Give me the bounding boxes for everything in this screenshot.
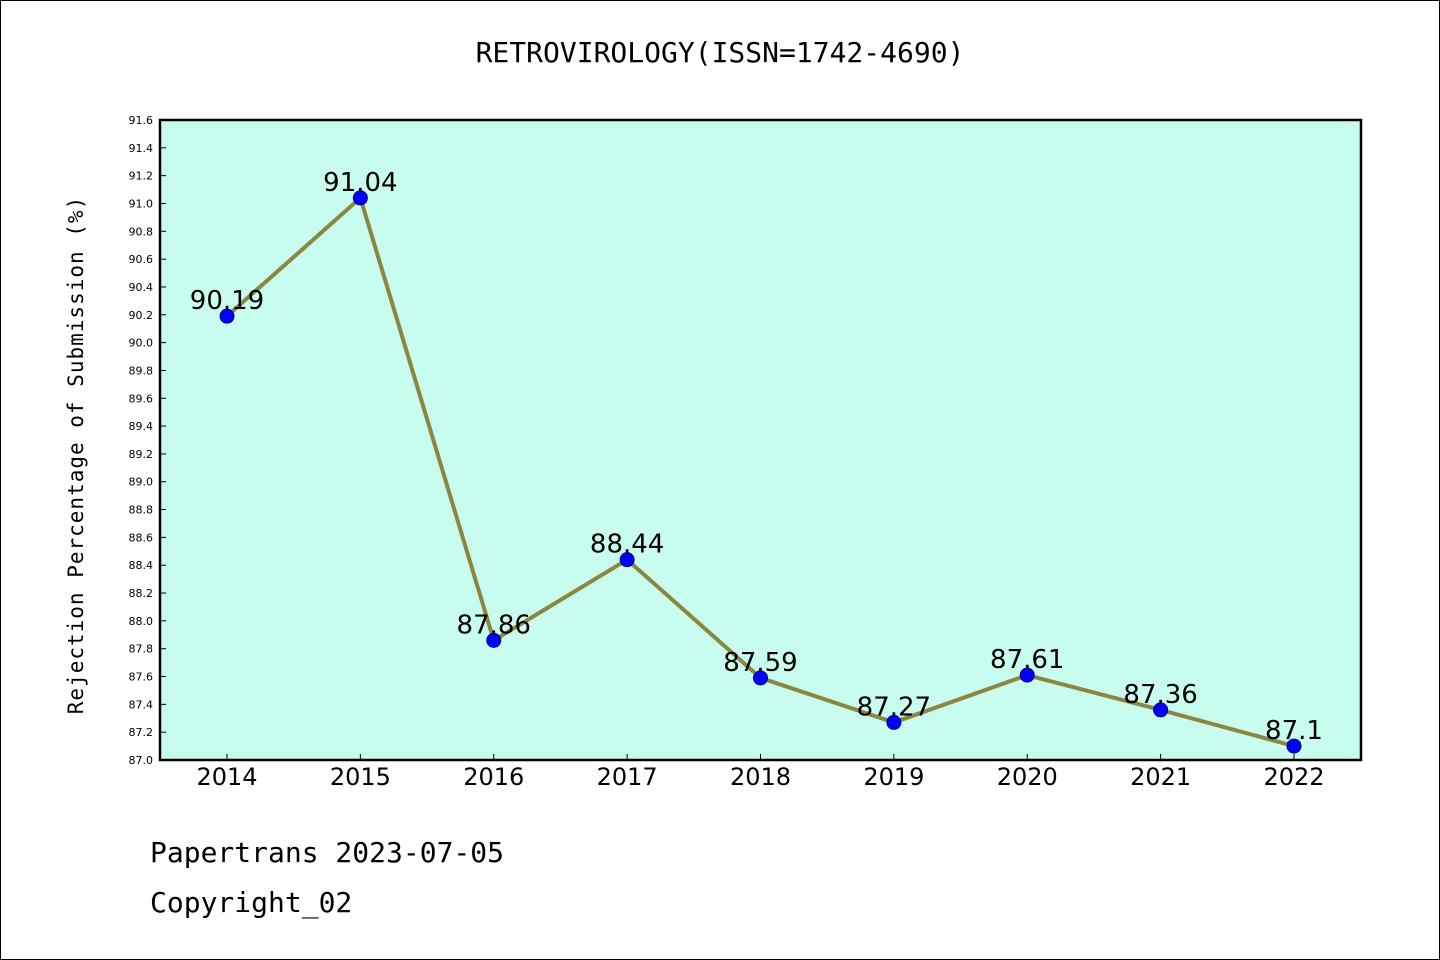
y-tick-label: 88.4	[129, 559, 154, 572]
x-tick-label: 2016	[463, 763, 524, 791]
y-tick-label: 90.8	[129, 225, 154, 238]
y-tick-label: 88.8	[129, 504, 154, 517]
data-point-marker	[1153, 702, 1169, 718]
data-label: 87.61	[990, 645, 1064, 675]
x-tick-label: 2019	[863, 763, 924, 791]
data-label: 90.19	[190, 286, 264, 316]
y-tick-label: 90.0	[129, 337, 154, 350]
data-point-marker	[1019, 667, 1035, 683]
y-tick-label: 89.8	[129, 364, 154, 377]
y-tick-label: 89.2	[129, 448, 154, 461]
y-tick-label: 91.6	[129, 114, 154, 127]
data-point-marker	[886, 714, 902, 730]
plot-area	[160, 120, 1361, 760]
data-point-marker	[619, 552, 635, 568]
x-tick-label: 2021	[1130, 763, 1191, 791]
data-point-marker	[1286, 738, 1302, 754]
data-point-marker	[486, 632, 502, 648]
y-tick-label: 89.6	[129, 392, 154, 405]
y-tick-label: 90.6	[129, 253, 154, 266]
x-tick-label: 2020	[997, 763, 1058, 791]
y-tick-label: 87.0	[129, 754, 154, 767]
x-tick-label: 2014	[196, 763, 257, 791]
data-label: 87.59	[723, 648, 797, 678]
marker-layer	[219, 190, 1302, 754]
data-point-marker	[219, 308, 235, 324]
footer-date: Papertrans 2023-07-05	[150, 836, 505, 869]
data-label: 87.86	[457, 610, 531, 640]
data-label: 87.36	[1123, 680, 1197, 710]
data-label: 87.27	[857, 692, 931, 722]
y-axis-ticks: 87.0 87.2 87.4 87.6 87.8 88.0 88.2 88.4 88.6 88.8…	[129, 114, 166, 767]
x-tick-label: 2022	[1263, 763, 1324, 791]
data-label: 88.44	[590, 530, 664, 560]
y-tick-label: 89.4	[129, 420, 154, 433]
y-tick-label: 91.2	[129, 170, 154, 183]
y-tick-label: 89.0	[129, 476, 154, 489]
y-tick-label: 87.8	[129, 643, 154, 656]
y-tick-label: 88.2	[129, 587, 154, 600]
y-tick-label: 91.4	[129, 142, 154, 155]
x-axis-ticks: 2014 2015 2016 2017 2018 2019 2020 2021 2022	[196, 754, 1325, 791]
y-tick-label: 87.6	[129, 671, 154, 684]
data-label-layer: 90.19 91.04 87.86 88.44 87.59 87.27 87.61 87.36…	[190, 168, 1323, 746]
y-tick-label: 88.0	[129, 615, 154, 628]
data-point-marker	[352, 190, 368, 206]
data-label: 87.1	[1265, 716, 1323, 746]
y-tick-label: 88.6	[129, 531, 154, 544]
chart-title: RETROVIROLOGY(ISSN=1742-4690)	[475, 36, 965, 69]
x-tick-label: 2015	[330, 763, 391, 791]
data-label: 91.04	[323, 168, 397, 198]
y-tick-label: 91.0	[129, 197, 154, 210]
y-tick-label: 87.2	[129, 726, 154, 739]
x-tick-label: 2017	[597, 763, 658, 791]
y-tick-label: 90.4	[129, 281, 154, 294]
data-point-marker	[753, 670, 768, 686]
footer-copyright: Copyright_02	[150, 886, 353, 919]
y-tick-label: 87.4	[129, 698, 154, 711]
x-tick-label: 2018	[730, 763, 791, 791]
y-tick-label: 90.2	[129, 309, 154, 322]
